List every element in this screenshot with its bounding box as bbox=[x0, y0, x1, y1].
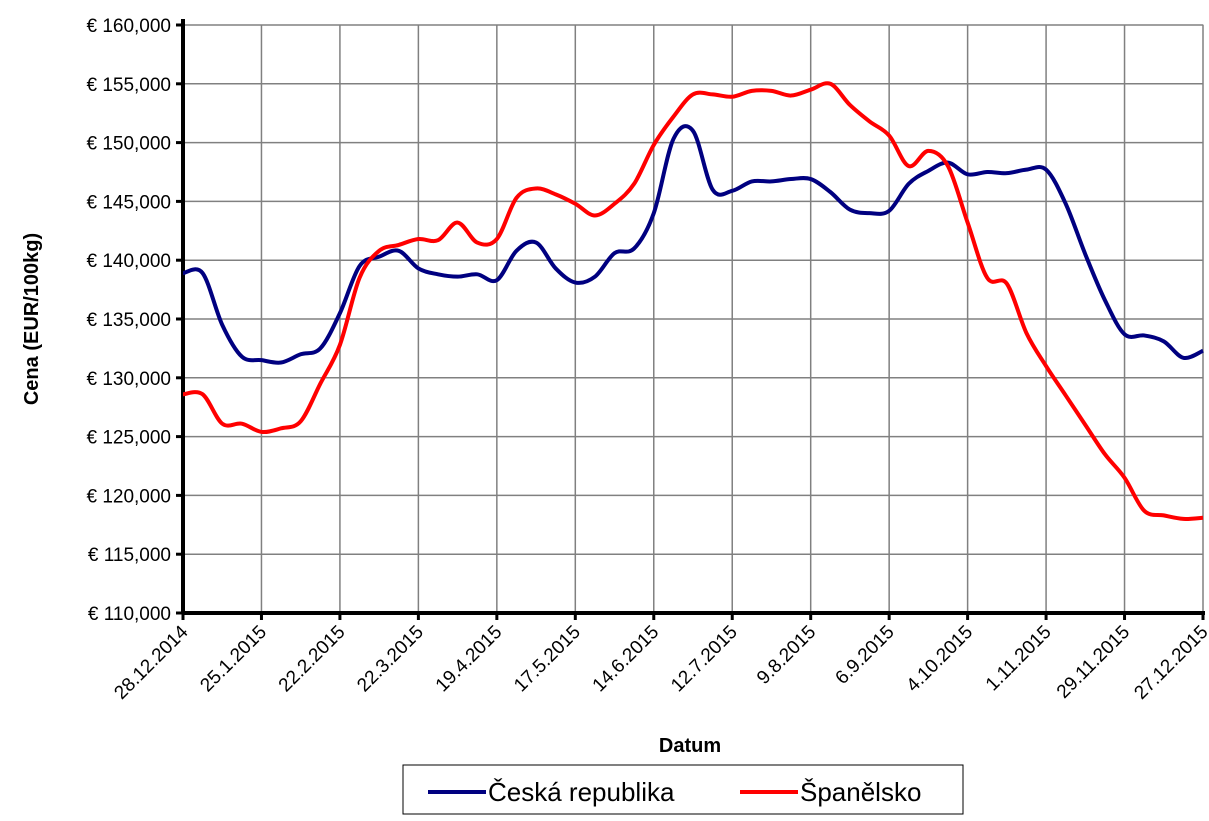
legend-label: Španělsko bbox=[800, 777, 921, 807]
y-tick-label: € 120,000 bbox=[86, 486, 171, 507]
y-tick-label: € 155,000 bbox=[86, 75, 171, 96]
y-tick-label: € 115,000 bbox=[88, 545, 171, 566]
x-tick-label: 4.10.2015 bbox=[903, 622, 978, 697]
series-line bbox=[182, 124, 1204, 365]
y-tick-label: € 145,000 bbox=[86, 192, 171, 213]
x-tick-label: 19.4.2015 bbox=[432, 622, 507, 697]
x-tick-label: 22.2.2015 bbox=[275, 622, 350, 697]
legend-box bbox=[402, 764, 964, 815]
x-tick-label: 25.1.2015 bbox=[196, 622, 271, 697]
x-tick-label: 1.11.2015 bbox=[982, 622, 1056, 696]
y-tick-label: € 140,000 bbox=[86, 251, 171, 272]
x-tick-label: 9.8.2015 bbox=[753, 622, 820, 689]
y-axis-label: Cena (EUR/100kg) bbox=[21, 233, 43, 405]
x-axis-label: Datum bbox=[659, 735, 721, 757]
series-line bbox=[182, 81, 1204, 521]
legend-label: Česká republika bbox=[488, 777, 675, 807]
x-tick-label: 29.11.2015 bbox=[1053, 622, 1134, 703]
y-tick-label: € 130,000 bbox=[86, 369, 171, 390]
y-tick-label: € 160,000 bbox=[86, 16, 171, 37]
y-tick-label: € 125,000 bbox=[86, 428, 171, 449]
x-tick-label: 27.12.2015 bbox=[1130, 622, 1209, 704]
y-tick-label: € 135,000 bbox=[86, 310, 171, 331]
x-tick-label: 12.7.2015 bbox=[667, 622, 742, 697]
x-tick-label: 17.5.2015 bbox=[510, 622, 585, 697]
x-tick-label: 22.3.2015 bbox=[353, 622, 428, 697]
x-tick-label: 14.6.2015 bbox=[589, 622, 664, 697]
x-tick-label: 28.12.2014 bbox=[110, 621, 192, 703]
y-tick-label: € 150,000 bbox=[86, 134, 171, 155]
x-tick-label: 6.9.2015 bbox=[832, 622, 899, 689]
y-tick-label: € 110,000 bbox=[88, 604, 171, 625]
